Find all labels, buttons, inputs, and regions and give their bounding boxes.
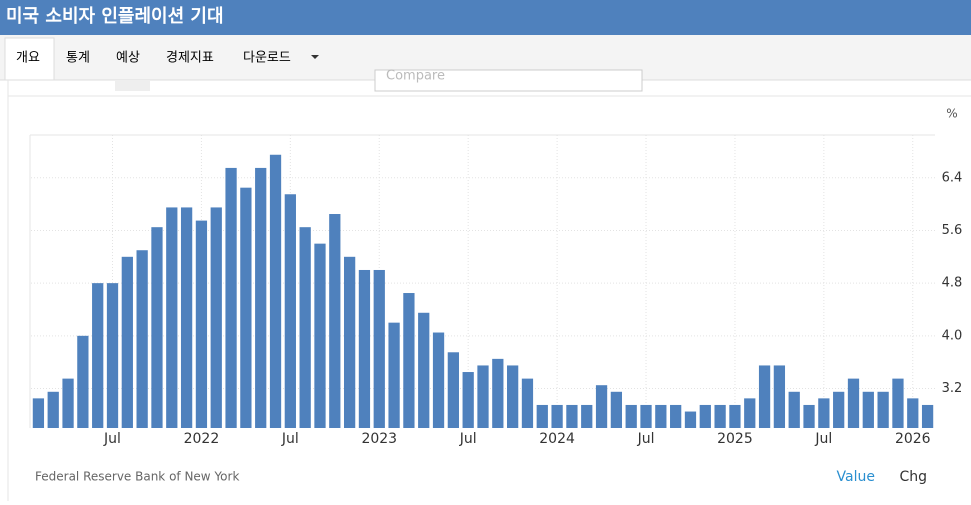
tab[interactable]: 통계 [66,51,90,66]
bar [818,398,830,428]
bar [921,404,934,428]
bar [684,411,697,428]
bar [625,404,637,428]
bar [655,404,667,428]
value-toggle[interactable]: Value [837,469,875,485]
x-tick-label: 2025 [717,431,753,447]
x-tick-label: Jul [103,431,121,447]
y-tick-label: 6.4 [942,170,963,185]
bar [106,283,119,428]
bar [418,312,430,428]
bar [225,167,237,429]
bar [566,404,578,428]
bar [833,391,845,428]
bar [329,214,341,428]
bar [892,378,904,428]
x-tick-label: 2022 [184,431,220,447]
x-tick-label: 2023 [361,431,397,447]
bar [373,269,385,428]
x-tick-label: Jul [459,431,477,447]
bar [403,293,415,428]
bar [640,404,652,428]
unit-label: % [946,107,957,121]
bar [166,207,178,428]
bar [477,365,489,428]
bar [121,256,133,428]
bar [714,404,726,428]
bar [32,398,45,428]
x-tick-label: 2024 [539,431,575,447]
bar [447,352,459,428]
y-tick-label: 5.6 [942,223,963,238]
bar [699,404,711,428]
page-title: 미국 소비자 인플레이션 기대 [6,6,224,27]
y-tick-label: 3.2 [942,381,963,396]
bar [255,167,267,429]
tab[interactable]: 다운로드 [243,51,291,66]
bar [432,332,445,428]
y-tick-label: 4.0 [942,328,963,343]
bar [77,335,89,428]
bar [581,404,593,428]
compare-placeholder: Compare [386,69,445,84]
bar [744,398,756,428]
bar [358,269,371,428]
bar [862,391,874,428]
bar [847,378,860,428]
bar [462,372,474,428]
bar [314,243,326,428]
toolbar-button[interactable] [115,80,150,91]
bar [388,322,400,428]
bar [595,385,608,428]
bar [788,391,800,428]
bar [151,227,163,428]
bar [492,358,504,428]
header-bar [0,0,971,35]
bar [758,365,771,428]
compare-input[interactable] [374,69,643,92]
x-tick-label: Jul [281,431,299,447]
bar [136,250,148,428]
bar [536,404,548,428]
bar [284,194,296,428]
bar [877,391,889,428]
tab[interactable]: 예상 [116,51,140,66]
bar [269,154,282,428]
tab[interactable]: 개요 [16,51,40,66]
bar [180,207,193,428]
source: Federal Reserve Bank of New York [35,470,239,484]
bar [803,404,815,428]
bar [507,365,519,428]
x-tick-label: Jul [637,431,655,447]
bar [240,187,252,428]
bar [610,391,623,428]
x-tick-label: 2026 [895,431,931,447]
y-tick-label: 4.8 [942,276,963,291]
bar [210,207,222,428]
bar [729,404,741,428]
bar [62,378,74,428]
bar [521,378,534,428]
bar [551,404,563,428]
bar [92,283,104,428]
bar [670,404,682,428]
x-tick-label: Jul [814,431,832,447]
dropdown-arrow [311,55,319,59]
tab[interactable]: 경제지표 [166,51,214,66]
bar [343,256,356,428]
bar [299,227,311,428]
bar [47,391,59,428]
chg-toggle[interactable]: Chg [899,469,927,485]
bar [907,398,919,428]
bar [195,220,208,428]
bar [773,365,786,428]
